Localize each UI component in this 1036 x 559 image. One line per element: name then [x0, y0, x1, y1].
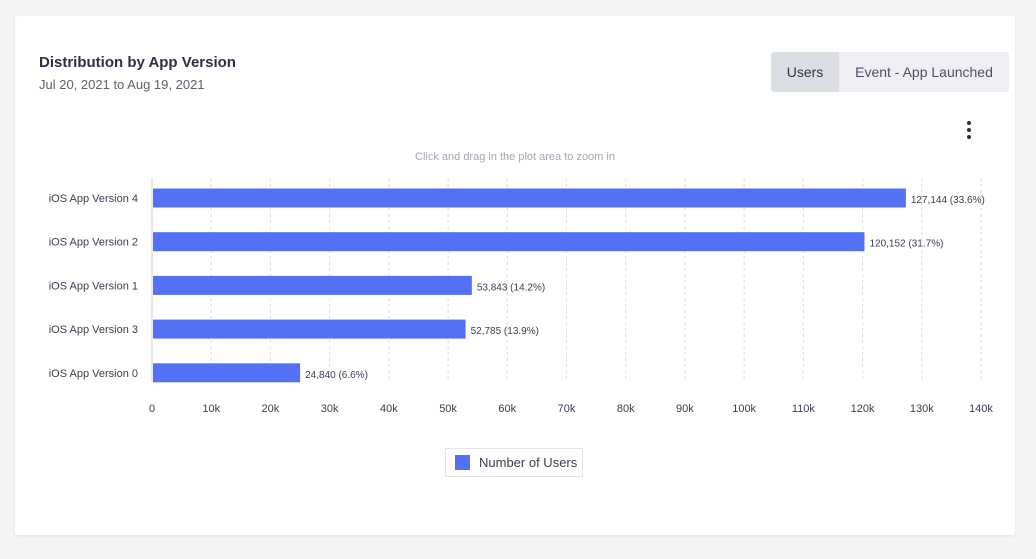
x-tick-label: 80k — [617, 403, 635, 415]
x-tick-label: 10k — [202, 403, 220, 415]
x-tick-label: 120k — [851, 403, 875, 415]
x-tick-label: 20k — [262, 403, 280, 415]
legend-swatch — [455, 455, 470, 470]
vertical-ellipsis-icon[interactable] — [959, 119, 979, 143]
data-label: 120,152 (31.7%) — [869, 239, 943, 250]
x-tick-label: 70k — [558, 403, 576, 415]
x-tick-label: 130k — [910, 403, 934, 415]
chart-legend[interactable]: Number of Users — [445, 448, 583, 477]
x-tick-label: 100k — [732, 403, 756, 415]
data-label: 53,843 (14.2%) — [477, 282, 545, 293]
category-label: iOS App Version 3 — [49, 324, 138, 336]
chart-title: Distribution by App Version — [39, 54, 236, 71]
x-tick-label: 140k — [969, 403, 993, 415]
category-label: iOS App Version 4 — [49, 193, 138, 205]
bar[interactable] — [153, 319, 466, 339]
bar[interactable] — [153, 232, 865, 252]
bar[interactable] — [153, 275, 472, 295]
date-range: Jul 20, 2021 to Aug 19, 2021 — [39, 77, 205, 92]
x-tick-label: 30k — [321, 403, 339, 415]
chart-card: Distribution by App Version Jul 20, 2021… — [15, 16, 1015, 535]
x-tick-label: 110k — [792, 403, 816, 415]
event-toggle-button[interactable]: Event - App Launched — [855, 64, 993, 80]
bar-chart[interactable]: 0 10k 20k 30k 40k 50k 60k 70k 80k 90k 100k 110k 120k… — [15, 16, 1015, 436]
data-label: 24,840 (6.6%) — [305, 370, 368, 381]
data-label: 52,785 (13.9%) — [471, 326, 539, 337]
category-label: iOS App Version 0 — [49, 368, 138, 380]
x-tick-label: 0 — [149, 403, 155, 415]
data-label: 127,144 (33.6%) — [911, 195, 985, 206]
legend-label: Number of Users — [479, 455, 578, 470]
zoom-hint: Click and drag in the plot area to zoom … — [415, 151, 615, 163]
metric-toggle: Users Event - App Launched — [771, 52, 1009, 92]
x-tick-label: 90k — [676, 403, 694, 415]
x-tick-label: 50k — [439, 403, 457, 415]
users-toggle-button[interactable]: Users — [771, 52, 839, 92]
category-label: iOS App Version 2 — [49, 237, 138, 249]
x-tick-label: 40k — [380, 403, 398, 415]
bar[interactable] — [153, 363, 301, 383]
bar[interactable] — [153, 188, 906, 208]
x-tick-label: 60k — [498, 403, 516, 415]
category-label: iOS App Version 1 — [49, 280, 138, 292]
